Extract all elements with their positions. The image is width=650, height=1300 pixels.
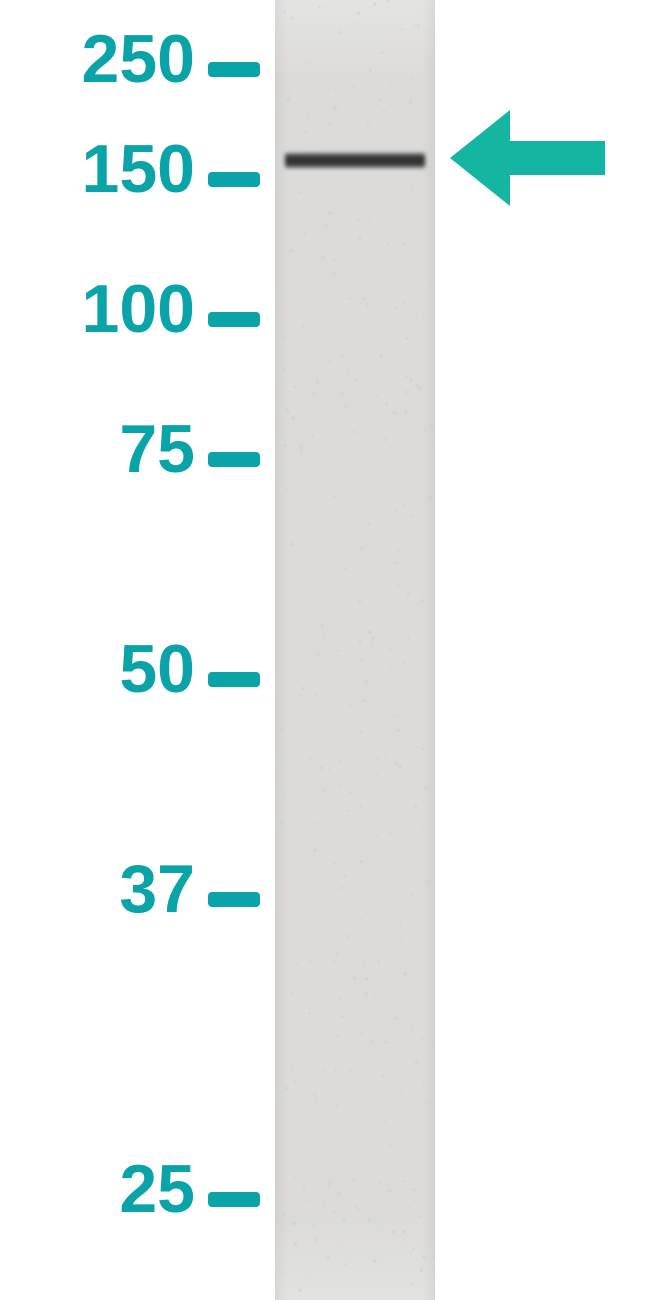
mw-marker-label-75: 75 xyxy=(119,410,195,488)
mw-marker-tick-50 xyxy=(208,672,260,687)
mw-marker-label-100: 100 xyxy=(82,270,195,348)
protein-band xyxy=(285,153,425,168)
mw-marker-tick-100 xyxy=(208,312,260,327)
mw-marker-label-50: 50 xyxy=(119,630,195,708)
mw-marker-label-150: 150 xyxy=(82,130,195,208)
band-indicator-arrow xyxy=(450,110,605,206)
mw-marker-tick-25 xyxy=(208,1192,260,1207)
mw-marker-tick-37 xyxy=(208,892,260,907)
western-blot-figure: 250 150 100 75 50 37 25 xyxy=(0,0,650,1300)
mw-marker-label-25: 25 xyxy=(119,1150,195,1228)
mw-marker-label-250: 250 xyxy=(82,20,195,98)
gel-lane xyxy=(275,0,435,1300)
mw-marker-label-37: 37 xyxy=(119,850,195,928)
mw-marker-tick-150 xyxy=(208,172,260,187)
mw-marker-tick-250 xyxy=(208,62,260,77)
mw-marker-tick-75 xyxy=(208,452,260,467)
